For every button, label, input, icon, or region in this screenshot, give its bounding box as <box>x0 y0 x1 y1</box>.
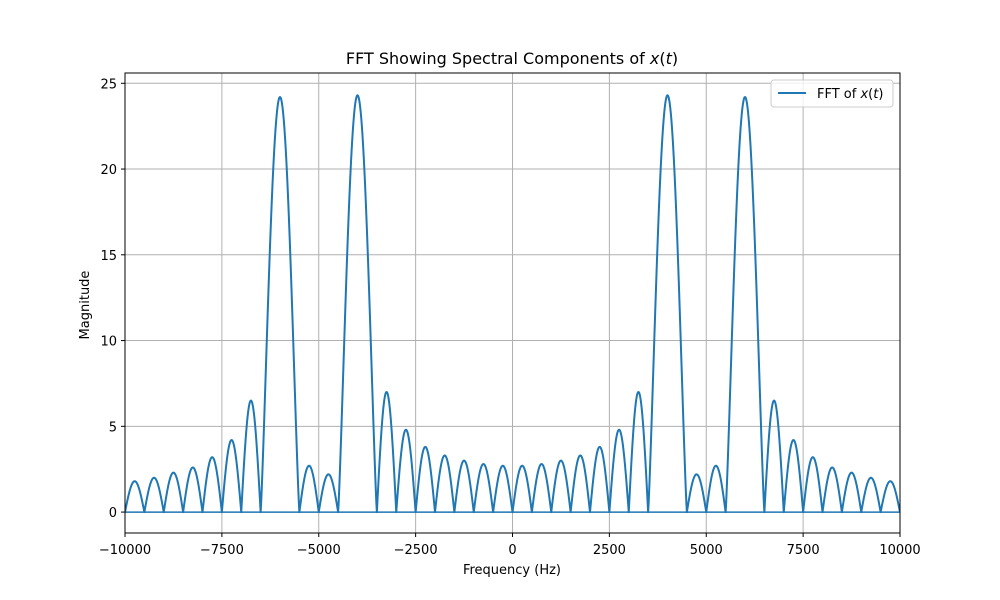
y-axis-title: Magnitude <box>78 271 93 340</box>
y-tick-label: 0 <box>109 506 117 521</box>
x-axis: −10000 −7500 −5000 −2500 0 2500 5000 7500 10000 <box>99 533 921 558</box>
x-tick-label: 2500 <box>593 543 626 558</box>
x-tick-label: 0 <box>508 543 516 558</box>
x-tick-label: −7500 <box>200 543 244 558</box>
y-tick-label: 10 <box>100 335 117 350</box>
chart-title: FFT Showing Spectral Components of x(t) <box>346 49 678 68</box>
y-tick-label: 20 <box>100 163 117 178</box>
series-line-fft <box>125 94 900 514</box>
x-tick-label: 10000 <box>879 543 920 558</box>
x-tick-label: −2500 <box>394 543 438 558</box>
y-tick-label: 15 <box>100 249 117 264</box>
legend: FFT of x(t) <box>770 79 894 108</box>
x-tick-label: 7500 <box>787 543 820 558</box>
y-tick-label: 5 <box>109 420 117 435</box>
x-tick-label: −10000 <box>99 543 151 558</box>
legend-label: FFT of x(t) <box>817 87 883 102</box>
y-axis: 0 5 10 15 20 25 <box>100 77 125 521</box>
plot-area <box>125 94 900 514</box>
y-tick-label: 25 <box>100 77 117 92</box>
x-axis-title: Frequency (Hz) <box>463 563 561 578</box>
x-tick-label: −5000 <box>297 543 341 558</box>
legend-box <box>770 79 894 108</box>
x-tick-label: 5000 <box>690 543 723 558</box>
grid <box>124 73 901 533</box>
